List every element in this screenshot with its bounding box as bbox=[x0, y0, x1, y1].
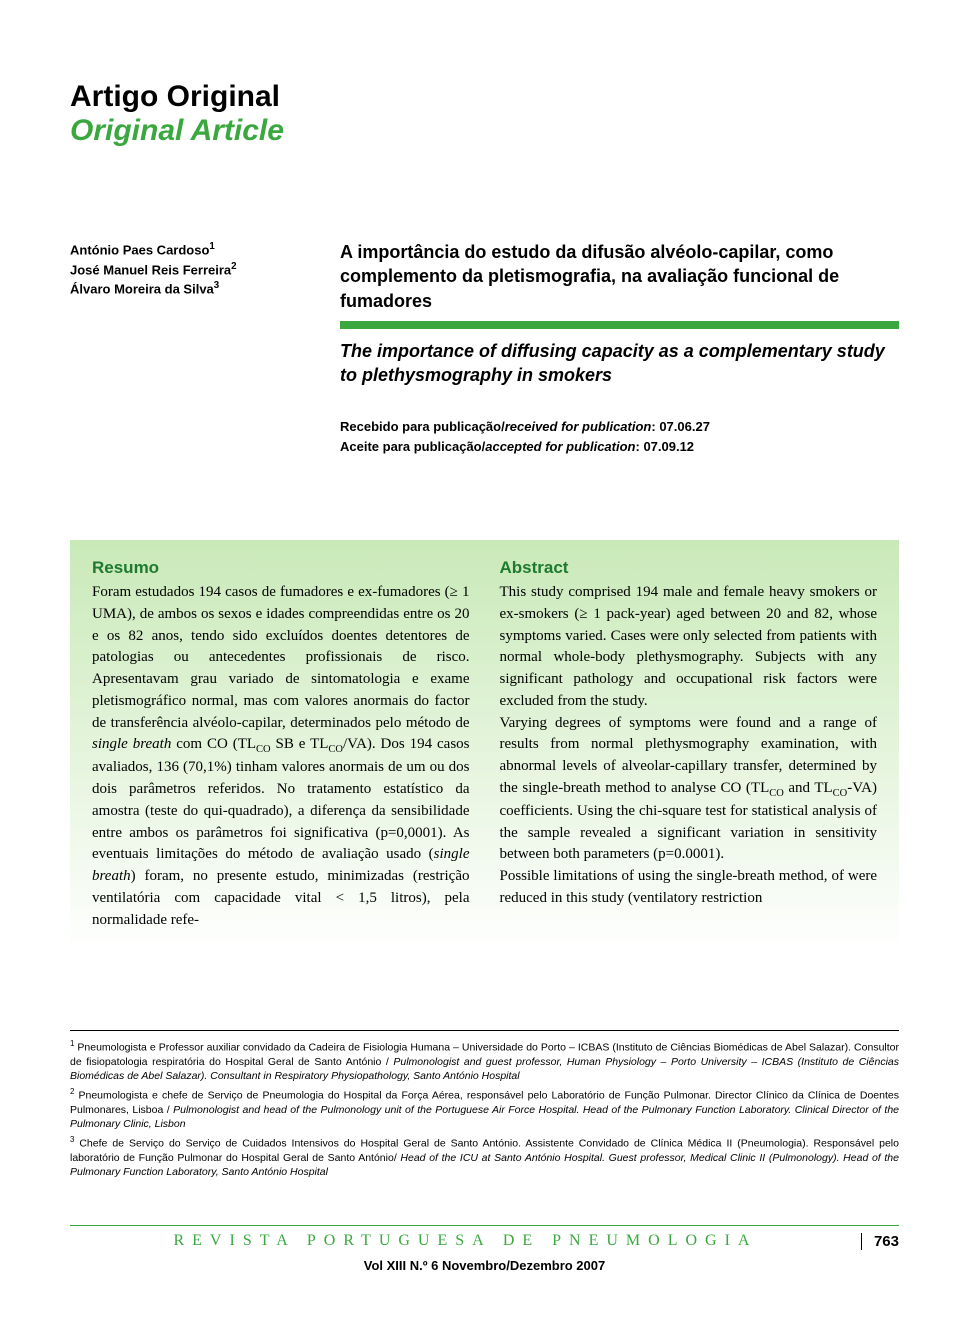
received-date: Recebido para publicação/received for pu… bbox=[340, 417, 899, 437]
journal-name: REVISTA PORTUGUESA DE PNEUMOLOGIA bbox=[70, 1232, 861, 1250]
section-label-en: Original Article bbox=[70, 114, 899, 148]
footnote-3: 3 Chefe de Serviço do Serviço de Cuidado… bbox=[70, 1135, 899, 1179]
abstract-pt-heading: Resumo bbox=[92, 558, 470, 578]
article-title-en: The importance of diffusing capacity as … bbox=[340, 339, 899, 388]
abstract-pt-body: Foram estudados 194 casos de fumadores e… bbox=[92, 582, 470, 931]
abstract-en-body: This study comprised 194 male and female… bbox=[500, 582, 878, 910]
accepted-date: Aceite para publicação/accepted for publ… bbox=[340, 437, 899, 457]
separator-bar bbox=[340, 321, 899, 329]
footnotes-block: 1 Pneumologista e Professor auxiliar con… bbox=[70, 1030, 899, 1183]
author-2: José Manuel Reis Ferreira2 bbox=[70, 260, 237, 280]
author-3: Álvaro Moreira da Silva3 bbox=[70, 279, 237, 299]
title-block: A importância do estudo da difusão alvéo… bbox=[340, 240, 899, 456]
volume-info: Vol XIII N.º 6 Novembro/Dezembro 2007 bbox=[70, 1258, 899, 1273]
footnote-1: 1 Pneumologista e Professor auxiliar con… bbox=[70, 1039, 899, 1083]
author-1: António Paes Cardoso1 bbox=[70, 240, 237, 260]
page-number: 763 bbox=[861, 1233, 899, 1250]
abstract-en-column: Abstract This study comprised 194 male a… bbox=[500, 558, 878, 931]
section-label-pt: Artigo Original bbox=[70, 80, 899, 114]
section-label: Artigo Original Original Article bbox=[70, 80, 899, 148]
dates-block: Recebido para publicação/received for pu… bbox=[340, 417, 899, 456]
authors-block: António Paes Cardoso1 José Manuel Reis F… bbox=[70, 240, 237, 299]
abstract-en-heading: Abstract bbox=[500, 558, 878, 578]
abstract-pt-column: Resumo Foram estudados 194 casos de fuma… bbox=[92, 558, 470, 931]
footer-rule bbox=[70, 1225, 899, 1226]
abstract-box: Resumo Foram estudados 194 casos de fuma… bbox=[70, 540, 899, 953]
page-footer: REVISTA PORTUGUESA DE PNEUMOLOGIA 763 Vo… bbox=[70, 1225, 899, 1273]
article-title-pt: A importância do estudo da difusão alvéo… bbox=[340, 240, 899, 313]
footnote-2: 2 Pneumologista e chefe de Serviço de Pn… bbox=[70, 1087, 899, 1131]
